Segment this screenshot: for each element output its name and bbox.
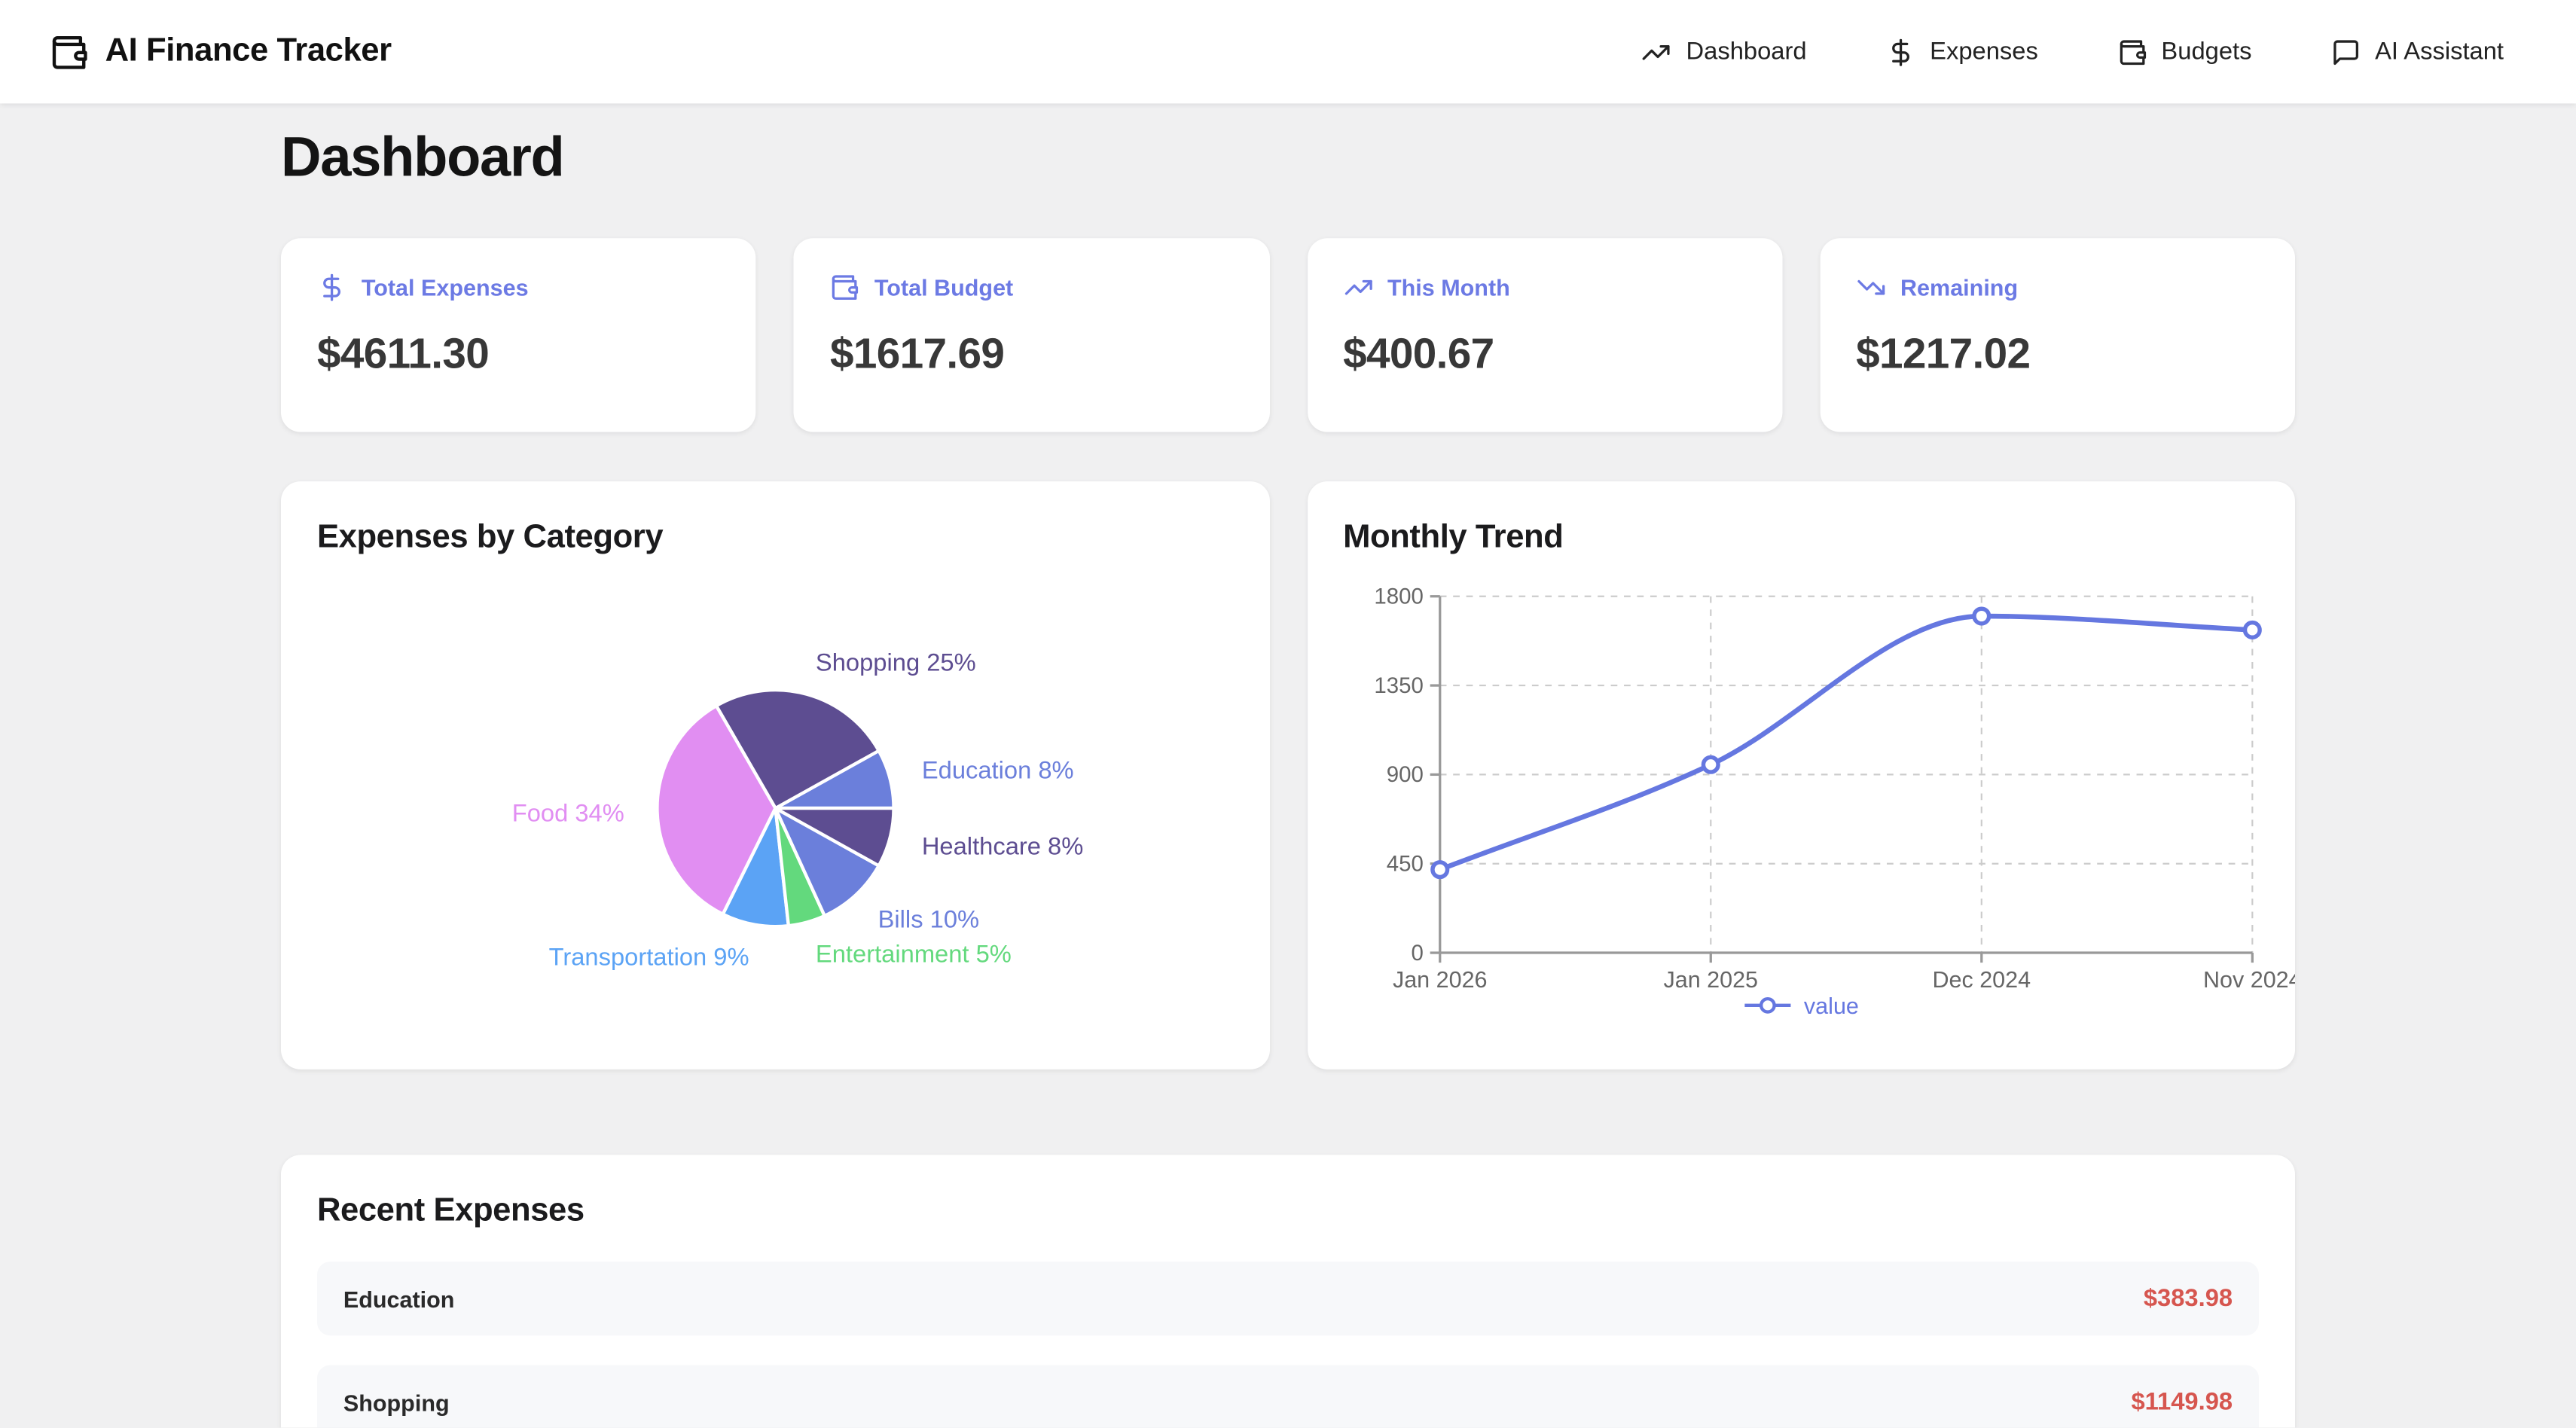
monthly-trend-card: Monthly Trend 0 450 900 1350 1800 Jan 2026 Jan… (1307, 481, 2296, 1069)
y-tick-label: 900 (1386, 762, 1423, 787)
trend-point-jan-2025 (1700, 755, 1720, 774)
nav-item-ai-assistant[interactable]: AI Assistant (2330, 37, 2504, 66)
stat-label: This Month (1387, 274, 1510, 301)
charts-row: Expenses by Category Education 8% Shoppin… (280, 481, 2296, 1069)
y-tick-label: 450 (1386, 852, 1423, 877)
trending-down-icon (1856, 273, 1885, 302)
pie-label-shopping: Shopping 25% (816, 648, 976, 676)
expense-amount: $383.98 (2143, 1284, 2233, 1313)
nav-item-label: AI Assistant (2375, 38, 2504, 66)
nav-item-dashboard[interactable]: Dashboard (1642, 37, 1807, 66)
stat-card-total-expenses: Total Expenses $4611.30 (280, 238, 756, 432)
nav-item-budgets[interactable]: Budgets (2117, 37, 2252, 66)
trend-point-dec-2024 (1971, 606, 1991, 626)
stat-label: Total Budget (874, 274, 1014, 301)
pie-label-transportation: Transportation 9% (549, 943, 749, 971)
page-title: Dashboard (280, 126, 565, 189)
stat-value: $4611.30 (316, 328, 490, 378)
x-tick-label: Jan 2026 (1392, 967, 1487, 993)
expense-amount: $1149.98 (2131, 1388, 2233, 1417)
nav-item-label: Dashboard (1686, 38, 1807, 66)
expense-row-shopping: Shopping $1149.98 (316, 1365, 2260, 1428)
nav-item-label: Expenses (1930, 38, 2038, 66)
wallet-icon (830, 273, 859, 302)
stat-card-this-month: This Month $400.67 (1307, 238, 1782, 432)
stat-card-total-budget: Total Budget $1617.69 (794, 238, 1269, 432)
app-logo: AI Finance Tracker (49, 32, 392, 72)
stat-card-remaining: Remaining $1217.02 (1820, 238, 2296, 432)
nav-item-label: Budgets (2161, 38, 2252, 66)
pie-label-education: Education 8% (922, 756, 1074, 784)
stat-value: $1617.69 (830, 328, 1005, 378)
wallet-icon (49, 32, 88, 72)
expenses-by-category-card: Expenses by Category Education 8% Shoppin… (280, 481, 1269, 1069)
stat-value: $1217.02 (1856, 328, 2031, 378)
trend-chart-title: Monthly Trend (1343, 519, 1564, 556)
legend-label: value (1803, 992, 1859, 1019)
pie-label-bills: Bills 10% (878, 905, 980, 932)
expense-row-education: Education $383.98 (316, 1262, 2260, 1336)
pie-label-entertainment: Entertainment 5% (816, 939, 1012, 967)
message-icon (2330, 37, 2360, 66)
y-tick-label: 1800 (1373, 584, 1423, 609)
stat-label: Remaining (1900, 274, 2019, 301)
pie-label-food: Food 34% (512, 798, 624, 826)
recent-expenses-title: Recent Expenses (316, 1192, 584, 1229)
stat-label: Total Expenses (361, 274, 529, 301)
monthly-trend-line-chart: 0 450 900 1350 1800 Jan 2026 Jan 2025 Dec 2024 N… (1373, 584, 2294, 993)
trend-point-jan-2026 (1430, 860, 1449, 880)
trending-up-icon (1642, 37, 1671, 66)
expense-category: Shopping (343, 1389, 450, 1416)
pie-label-healthcare: Healthcare 8% (922, 831, 1084, 859)
trend-line (1436, 613, 2254, 872)
trending-up-icon (1343, 273, 1372, 302)
pie-slice-shopping (714, 688, 881, 810)
x-tick-label: Dec 2024 (1931, 967, 2030, 993)
dollar-icon (1885, 37, 1915, 66)
app-title: AI Finance Tracker (105, 32, 392, 69)
recent-expenses-list: Education $383.98 Shopping $1149.98 (316, 1262, 2260, 1428)
main-content: Dashboard Total Expenses $4611.30 Total Bu… (0, 127, 2576, 1428)
x-tick-label: Jan 2025 (1662, 967, 1757, 993)
trend-point-nov-2024 (2242, 620, 2261, 639)
stat-value: $400.67 (1343, 328, 1494, 378)
pie-slice-food (655, 703, 777, 916)
wallet-icon (2117, 37, 2147, 66)
y-tick-label: 1350 (1373, 673, 1423, 698)
pie-slice-healthcare (774, 806, 896, 868)
recent-expenses-card: Recent Expenses Education $383.98 Shopping… (280, 1155, 2296, 1428)
pie-slice-bills (774, 806, 881, 918)
top-navigation-bar: AI Finance Tracker Dashboard Expenses Budg… (0, 0, 2576, 104)
expense-category: Education (343, 1285, 455, 1312)
dollar-icon (317, 273, 346, 302)
stats-row: Total Expenses $4611.30 Total Budget $1617.… (280, 238, 2296, 432)
pie-chart-title: Expenses by Category (316, 519, 664, 556)
nav-item-expenses[interactable]: Expenses (1885, 37, 2038, 66)
y-tick-label: 0 (1410, 941, 1422, 966)
x-tick-label: Nov 2024 (2202, 967, 2294, 993)
main-nav: Dashboard Expenses Budgets AI Assistant (1642, 37, 2504, 66)
legend-line-icon (1744, 996, 1791, 1014)
category-pie-chart: Education 8% Shopping 25% Food 34% Transpor… (512, 648, 1084, 971)
chart-legend: value (1307, 992, 2295, 1018)
